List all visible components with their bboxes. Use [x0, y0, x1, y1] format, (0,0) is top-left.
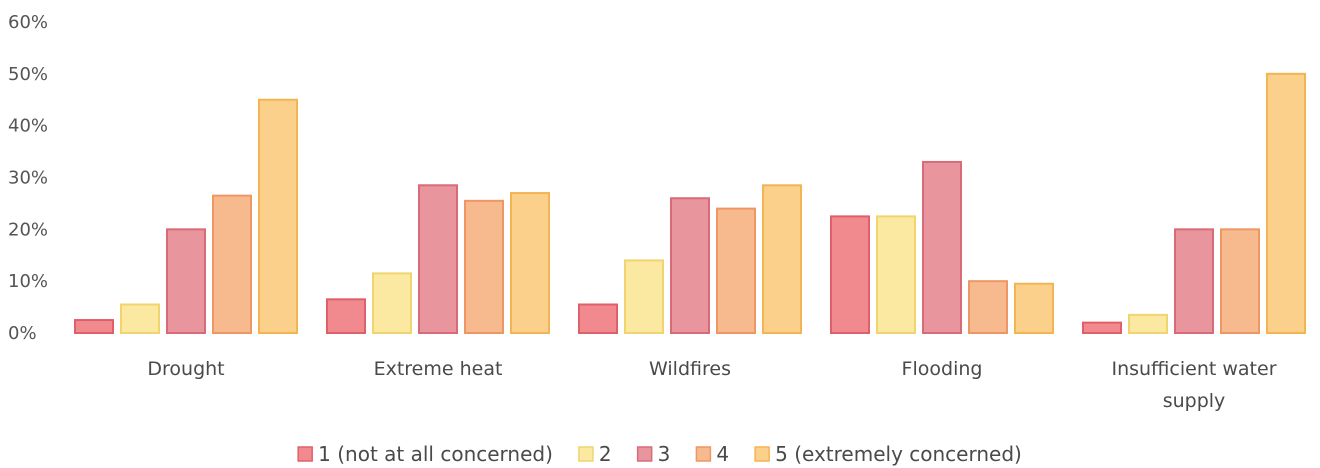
bar-series-5-cat-3 — [762, 184, 802, 334]
legend-label: 4 — [716, 442, 729, 466]
bar-series-4-cat-1 — [212, 194, 252, 334]
bars — [74, 72, 1306, 335]
bar-series-2-cat-1 — [120, 303, 160, 335]
bar-series-3-cat-3 — [670, 197, 710, 334]
y-tick-label: 40% — [8, 116, 48, 137]
bar-series-2-cat-5 — [1128, 313, 1168, 335]
legend-label: 3 — [658, 442, 671, 466]
bar-series-4-cat-2 — [464, 199, 504, 334]
bar-series-5-cat-2 — [510, 192, 550, 334]
bar-series-5-cat-5 — [1266, 72, 1306, 334]
legend-label: 2 — [599, 442, 612, 466]
legend: 1 (not at all concerned) 2 3 4 5 (extremely … — [297, 442, 1022, 466]
x-category-label: Flooding — [902, 358, 983, 380]
x-category-label: Extreme heat — [374, 358, 503, 380]
x-category-label: Insufficient water — [1111, 358, 1276, 380]
y-tick-label: 60% — [8, 12, 48, 33]
bar-series-5-cat-4 — [1014, 282, 1054, 334]
bar-series-2-cat-3 — [624, 259, 664, 334]
bar-series-3-cat-1 — [166, 228, 206, 334]
bar-series-2-cat-2 — [372, 272, 412, 334]
legend-swatch-2 — [578, 446, 594, 462]
y-tick-label: 10% — [8, 271, 48, 292]
bar-series-1-cat-2 — [326, 298, 366, 334]
bar-series-1-cat-4 — [830, 215, 870, 334]
bar-series-1-cat-5 — [1082, 321, 1122, 334]
x-category-label: Drought — [147, 358, 224, 380]
bar-series-1-cat-3 — [578, 303, 618, 335]
bar-series-4-cat-5 — [1220, 228, 1260, 334]
bar-series-2-cat-4 — [876, 215, 916, 334]
x-category-label: supply — [1163, 390, 1226, 412]
y-tick-label: 50% — [8, 64, 48, 85]
y-tick-label: 20% — [8, 219, 48, 240]
legend-label: 5 (extremely concerned) — [775, 442, 1022, 466]
legend-swatch-5 — [754, 446, 770, 462]
y-axis: 0% 10% 20% 30% 40% 50% 60% — [8, 12, 48, 344]
bar-series-4-cat-4 — [968, 280, 1008, 334]
x-axis: Drought Extreme heat Wildfires Flooding Insu… — [147, 358, 1276, 412]
bar-series-5-cat-1 — [258, 98, 298, 334]
bar-series-3-cat-5 — [1174, 228, 1214, 334]
bar-series-4-cat-3 — [716, 207, 756, 335]
bar-series-1-cat-1 — [74, 319, 114, 334]
x-category-label: Wildfires — [649, 358, 731, 380]
y-tick-label: 30% — [8, 168, 48, 189]
legend-label: 1 (not at all concerned) — [318, 442, 553, 466]
legend-swatch-1 — [297, 446, 313, 462]
legend-swatch-3 — [636, 446, 653, 462]
bar-series-3-cat-2 — [418, 184, 458, 334]
bar-series-3-cat-4 — [922, 160, 962, 334]
legend-swatch-4 — [695, 446, 712, 462]
y-tick-label: 0% — [8, 323, 37, 344]
